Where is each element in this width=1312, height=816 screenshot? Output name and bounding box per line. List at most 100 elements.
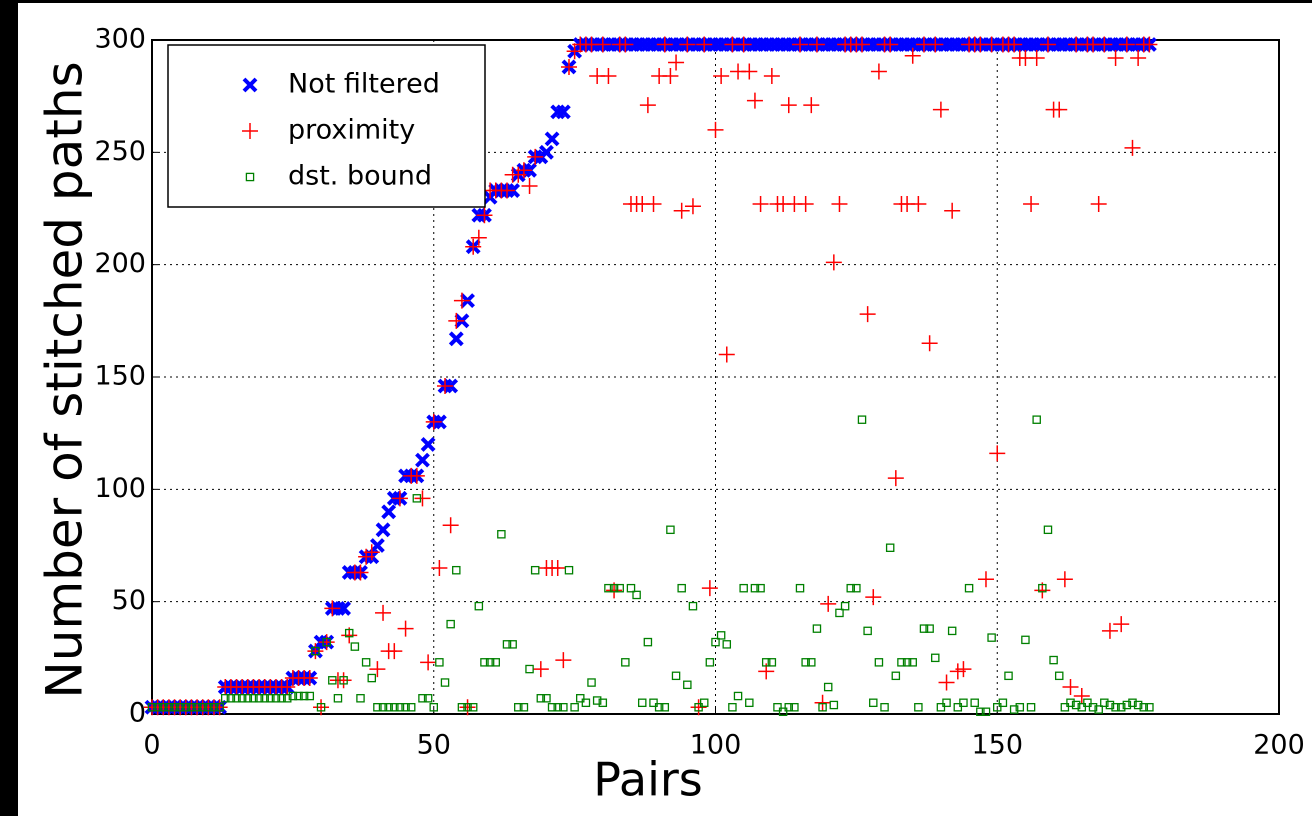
point <box>423 694 433 703</box>
point <box>318 634 335 651</box>
point <box>919 624 929 633</box>
point <box>384 703 393 712</box>
point <box>499 182 516 199</box>
point <box>728 703 737 712</box>
point <box>1107 49 1124 66</box>
point <box>232 694 241 703</box>
point <box>690 699 707 716</box>
point <box>560 58 577 75</box>
point <box>735 36 752 53</box>
point <box>187 703 196 712</box>
point <box>576 694 585 703</box>
point <box>823 682 833 692</box>
point <box>406 703 416 712</box>
point <box>536 694 546 703</box>
point <box>1049 655 1058 665</box>
point <box>544 131 560 147</box>
point <box>745 698 754 708</box>
legend-label: proximity <box>288 115 415 146</box>
point <box>938 674 955 691</box>
point <box>621 658 630 667</box>
point <box>942 698 951 708</box>
point <box>226 694 236 703</box>
point <box>944 202 961 219</box>
point <box>324 600 341 617</box>
point <box>767 658 777 667</box>
point <box>316 703 326 712</box>
point <box>977 571 994 588</box>
point <box>453 292 470 309</box>
point <box>1077 703 1087 712</box>
point <box>959 698 968 708</box>
point <box>527 148 544 165</box>
point <box>547 703 557 712</box>
point <box>1062 679 1079 696</box>
point <box>378 703 388 712</box>
point <box>812 624 822 633</box>
point <box>1038 583 1047 593</box>
point <box>254 694 264 703</box>
point <box>237 694 247 703</box>
point <box>159 703 168 712</box>
point <box>395 703 405 712</box>
legend-label: Not filtered <box>288 69 440 100</box>
point <box>863 626 872 636</box>
point <box>694 703 703 712</box>
point <box>266 694 275 703</box>
point <box>829 700 839 710</box>
point <box>209 703 219 712</box>
point <box>874 658 884 667</box>
x-tick-label: 50 <box>417 730 451 761</box>
point <box>660 703 670 712</box>
point <box>361 658 371 667</box>
point <box>854 36 871 53</box>
point <box>480 658 489 667</box>
point <box>820 595 837 612</box>
point <box>831 196 848 213</box>
point <box>1139 703 1149 712</box>
point <box>570 703 579 712</box>
point <box>301 670 318 687</box>
point <box>260 694 269 703</box>
point <box>553 703 562 712</box>
point <box>336 600 352 616</box>
point <box>673 202 690 219</box>
legend-label: dst. bound <box>288 161 432 192</box>
point <box>679 36 696 53</box>
point <box>902 658 912 667</box>
y-tick-label: 150 <box>94 361 146 392</box>
point <box>998 698 1008 708</box>
y-axis-label: Number of stitched paths <box>36 61 94 698</box>
point <box>1122 700 1132 710</box>
point <box>1026 703 1036 712</box>
point <box>463 703 472 712</box>
point <box>773 703 782 712</box>
point <box>452 565 461 575</box>
point <box>328 676 337 685</box>
point <box>401 703 410 712</box>
point <box>891 671 901 681</box>
point <box>852 583 861 593</box>
point <box>415 452 430 468</box>
point <box>418 694 427 703</box>
point <box>825 254 842 271</box>
point <box>373 703 382 712</box>
point <box>993 703 1002 712</box>
point <box>955 661 972 678</box>
point <box>808 36 825 53</box>
point <box>904 47 921 64</box>
point <box>688 601 698 611</box>
point <box>367 673 377 683</box>
point <box>792 36 809 53</box>
y-tick-label: 50 <box>112 585 146 616</box>
point <box>1124 139 1141 156</box>
point <box>243 694 253 703</box>
point <box>846 583 855 593</box>
point <box>869 698 878 708</box>
x-tick-label: 150 <box>971 730 1023 761</box>
x-axis-label: Pairs <box>593 753 703 807</box>
point <box>221 694 230 703</box>
point <box>1073 688 1090 705</box>
point <box>921 335 938 352</box>
